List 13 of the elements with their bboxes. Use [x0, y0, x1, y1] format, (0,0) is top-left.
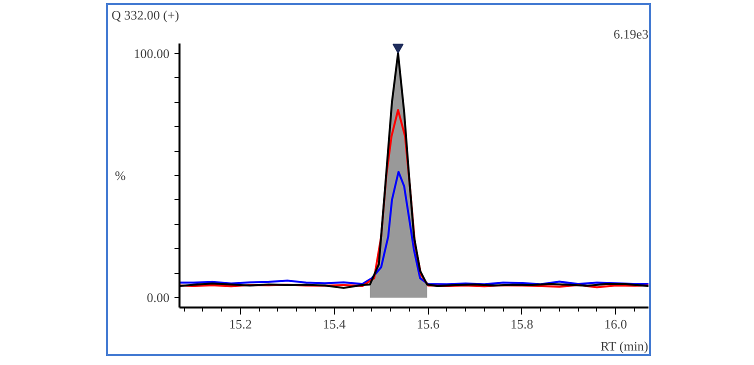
line-series	[180, 108, 648, 288]
chart-title: Q 332.00 (+)	[112, 8, 180, 22]
y-tick-label: 0.00	[146, 290, 170, 306]
x-tick-label: 15.4	[322, 316, 346, 332]
y-axis-title: %	[114, 168, 126, 183]
y-tick-label: 100.00	[134, 46, 170, 61]
text: 6.19e3	[613, 26, 649, 42]
line-series	[180, 170, 648, 286]
x-tick-label: 15.8	[510, 316, 534, 332]
x-tick-label: 15.6	[416, 316, 440, 332]
x-axis-title: RT (min)	[600, 338, 648, 354]
x-tick-label: 15.2	[229, 316, 252, 332]
x-tick-label: 16.0	[604, 316, 628, 332]
